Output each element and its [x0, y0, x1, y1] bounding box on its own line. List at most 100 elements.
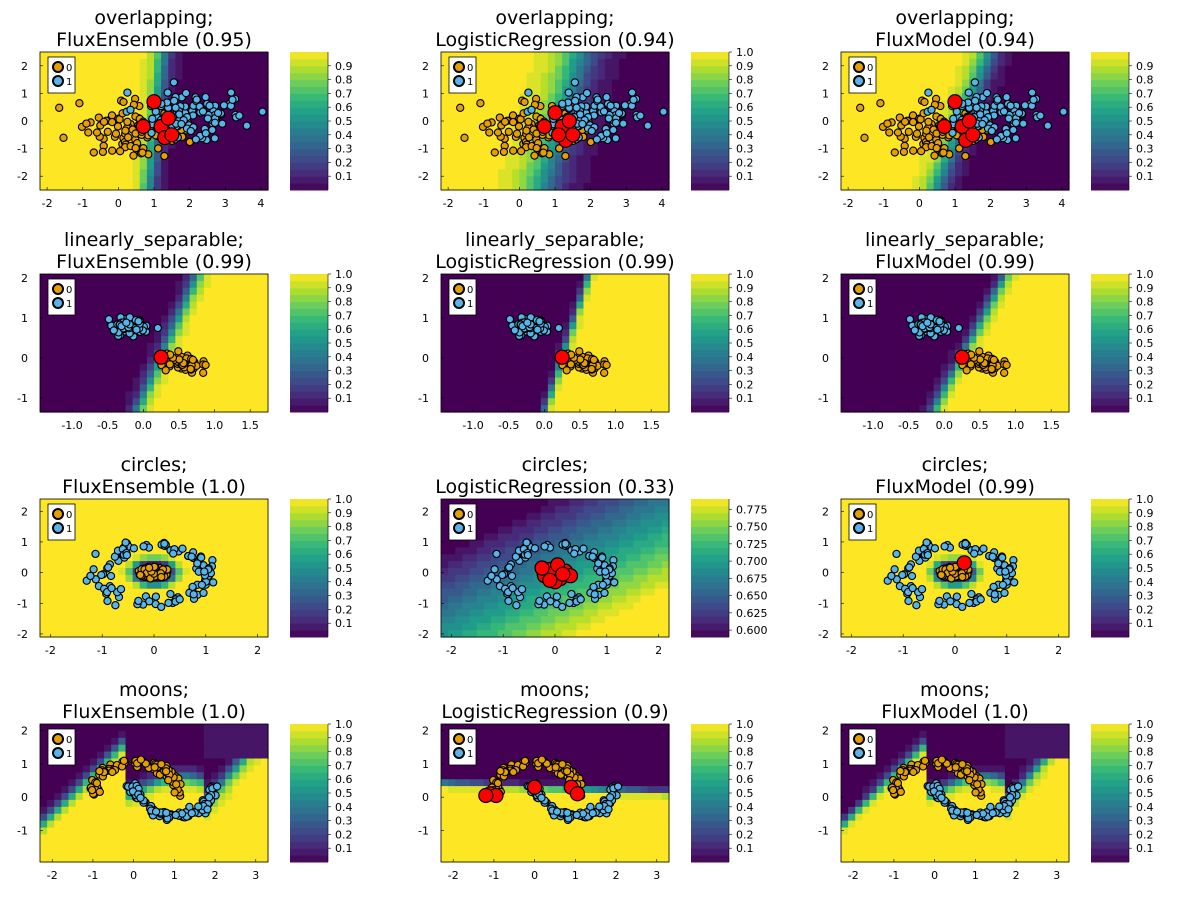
point-class-0	[523, 127, 530, 134]
subplot-circles-LogisticRegression: circles;LogisticRegression (0.33)-2 -1 0 1 2…	[418, 454, 767, 657]
legend-label-0: 0	[867, 285, 873, 296]
plot-title: overlapping;	[94, 7, 213, 29]
point-class-1	[179, 545, 186, 552]
point-class-1	[601, 589, 608, 596]
plot-subtitle: LogisticRegression (0.99)	[435, 251, 674, 273]
point-class-1	[553, 593, 560, 600]
point-misclassified	[535, 561, 549, 575]
colorbar-tick-label: 0.6	[335, 101, 353, 114]
point-class-1	[888, 572, 895, 579]
colorbar-tick-label: 0.5	[1136, 337, 1154, 350]
point-class-1	[123, 319, 130, 326]
point-class-1	[170, 550, 177, 557]
legend-label-0: 0	[66, 285, 72, 296]
point-class-0	[918, 148, 925, 155]
point-class-1	[620, 120, 627, 127]
point-class-1	[554, 808, 561, 815]
point-class-1	[202, 94, 209, 101]
colorbar-tick-label: 0.1	[1136, 170, 1154, 183]
point-class-1	[531, 545, 538, 552]
plot-title: circles;	[922, 454, 989, 476]
point-class-1	[611, 579, 618, 586]
point-class-1	[171, 97, 178, 104]
subplot-linearly_separable-FluxEnsemble: linearly_separable;FluxEnsemble (0.99)-1…	[17, 229, 352, 432]
colorbar-tick-label: 0.9	[1136, 282, 1154, 295]
point-class-0	[590, 356, 597, 363]
colorbar-tick-label: 0.9	[1136, 60, 1154, 73]
point-class-1	[644, 122, 651, 129]
point-class-1	[660, 108, 667, 115]
point-class-1	[130, 545, 137, 552]
point-class-1	[127, 106, 134, 113]
point-class-1	[1020, 120, 1027, 127]
point-class-1	[137, 794, 144, 801]
point-misclassified	[566, 128, 580, 142]
subplot-circles-FluxEnsemble: circles;FluxEnsemble (1.0)-2 -1 0 1 2210-1-2…	[17, 454, 352, 657]
plot-title: linearly_separable;	[64, 229, 244, 251]
x-tick-label: 1	[171, 869, 178, 882]
colorbar-tick-label: 0.5	[335, 562, 353, 575]
colorbar: 0.10.20.30.40.50.60.70.80.91.0	[1091, 718, 1154, 863]
legend-label-0: 0	[467, 63, 473, 74]
point-class-0	[100, 118, 107, 125]
y-tick-label: 2	[822, 725, 829, 738]
point-misclassified	[154, 350, 168, 364]
point-class-0	[139, 149, 146, 156]
point-class-1	[908, 572, 915, 579]
legend-label-0: 0	[467, 285, 473, 296]
point-class-0	[910, 768, 917, 775]
x-tick-label: 1.0	[607, 419, 625, 432]
x-tick-label: 0	[531, 869, 538, 882]
x-tick-label: 1.5	[1042, 419, 1060, 432]
point-class-1	[595, 560, 602, 567]
point-class-1	[172, 104, 179, 111]
colorbar-tick-label: 0.2	[1136, 603, 1154, 616]
point-class-0	[576, 348, 583, 355]
y-tick-label: -2	[418, 170, 429, 183]
point-class-1	[206, 102, 213, 109]
plot-title: moons;	[520, 679, 590, 701]
point-class-1	[928, 106, 935, 113]
point-class-1	[243, 122, 250, 129]
point-class-1	[525, 89, 532, 96]
point-class-0	[959, 573, 966, 580]
point-class-1	[201, 568, 208, 575]
point-class-1	[965, 89, 972, 96]
colorbar-tick-label: 0.6	[736, 773, 754, 786]
legend-label-1: 1	[867, 299, 873, 310]
legend-label-1: 1	[66, 77, 72, 88]
point-class-0	[155, 145, 162, 152]
plot-subtitle: FluxEnsemble (1.0)	[62, 701, 246, 723]
x-tick-label: 0.5	[571, 419, 589, 432]
point-class-0	[521, 757, 528, 764]
colorbar-tick-label: 0.3	[736, 143, 754, 156]
colorbar-tick-label: 1.0	[1136, 493, 1154, 506]
colorbar-tick-label: 0.1	[335, 617, 353, 630]
point-misclassified	[165, 128, 179, 142]
plot-subtitle: LogisticRegression (0.33)	[435, 476, 674, 498]
y-tick-label: 0	[422, 352, 429, 365]
point-class-1	[899, 571, 906, 578]
point-class-1	[983, 90, 990, 97]
legend-label-0: 0	[66, 510, 72, 521]
plot-title: circles;	[522, 454, 589, 476]
x-tick-label: -2	[848, 869, 859, 882]
point-class-0	[130, 152, 137, 159]
point-class-0	[56, 104, 63, 111]
x-tick-label: -2	[47, 869, 58, 882]
point-class-0	[913, 130, 920, 137]
legend-marker-1	[454, 748, 464, 758]
y-tick-label: 2	[822, 505, 829, 518]
colorbar-tick-label: 0.3	[1136, 365, 1154, 378]
point-class-1	[966, 599, 973, 606]
colorbar-tick-label: 0.8	[335, 74, 353, 87]
point-class-0	[173, 781, 180, 788]
point-class-0	[158, 573, 165, 580]
point-class-1	[547, 598, 554, 605]
point-class-1	[123, 552, 130, 559]
point-class-0	[891, 149, 898, 156]
point-class-0	[905, 128, 912, 135]
x-tick-label: 2	[1055, 644, 1062, 657]
colorbar-tick-label: 0.2	[1136, 156, 1154, 169]
point-class-1	[589, 810, 596, 817]
